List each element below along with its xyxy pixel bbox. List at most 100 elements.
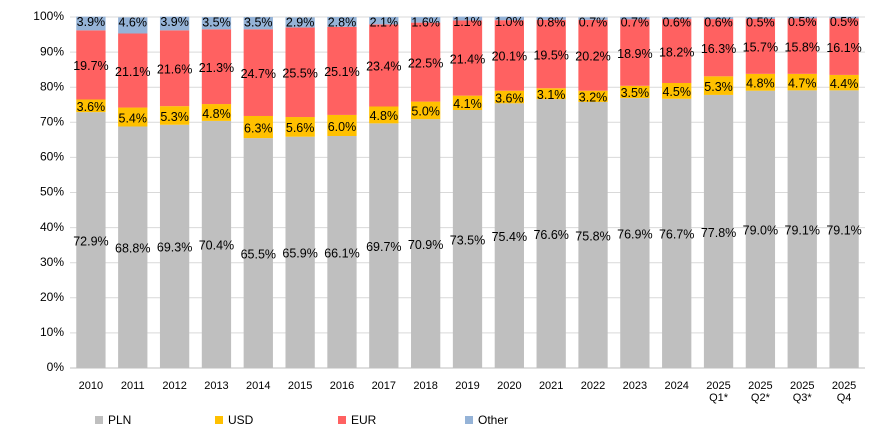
legend-swatch: [215, 416, 223, 424]
bar-segment: [201, 104, 232, 121]
legend-label: PLN: [108, 413, 131, 427]
x-tick-label: 2017: [372, 380, 396, 392]
data-label: 66.1%: [324, 246, 359, 260]
data-label: 20.2%: [575, 50, 610, 64]
data-label: 15.8%: [785, 40, 820, 54]
bar-segment: [829, 90, 859, 368]
x-tick-label: 2010: [79, 380, 103, 392]
data-label: 0.5%: [788, 15, 817, 29]
data-label: 22.5%: [408, 56, 443, 70]
data-label: 16.3%: [701, 42, 736, 56]
bar-segment: [369, 123, 399, 368]
legend-swatch: [465, 416, 473, 424]
data-label: 0.6%: [704, 15, 733, 29]
legend-swatch: [95, 416, 103, 424]
bar-segment: [494, 90, 524, 104]
x-tick-label: 2021: [539, 380, 563, 392]
bar-segment: [452, 16, 483, 21]
data-label: 4.7%: [788, 76, 817, 90]
y-tick-label: 40%: [40, 220, 64, 234]
data-label: 70.4%: [199, 239, 234, 253]
data-label: 18.9%: [617, 47, 652, 61]
bar-segment: [662, 17, 692, 20]
data-label: 5.4%: [119, 111, 148, 125]
bar-segment: [285, 27, 315, 118]
bar-segment: [118, 107, 148, 127]
data-label: 4.4%: [830, 77, 859, 91]
bar-segment: [536, 17, 566, 20]
data-label: 75.4%: [492, 230, 527, 244]
bar-segment: [327, 114, 357, 136]
data-label: 65.5%: [241, 247, 276, 261]
data-label: 79.1%: [785, 223, 820, 237]
bar-segment: [703, 94, 734, 368]
bar-segment: [703, 76, 734, 95]
data-label: 5.0%: [411, 105, 440, 119]
bar-segment: [285, 117, 315, 137]
bar-segment: [159, 30, 190, 107]
bar-segment: [452, 95, 483, 111]
bar-segment: [452, 110, 483, 368]
bar-segment: [285, 17, 315, 28]
data-label: 15.7%: [743, 41, 778, 55]
bar-segment: [662, 82, 692, 99]
data-label: 3.2%: [579, 91, 608, 105]
data-label: 4.8%: [746, 77, 775, 91]
bar-segment: [494, 103, 524, 368]
data-label: 70.9%: [408, 238, 443, 252]
x-tick-label: 2011: [121, 380, 145, 392]
bar-segment: [369, 17, 399, 25]
bar-segment: [118, 17, 148, 34]
x-tick-label: 2025 Q3*: [790, 380, 814, 404]
bar-segment: [745, 73, 776, 91]
data-label: 25.5%: [282, 67, 317, 81]
bar-segment: [243, 29, 273, 116]
bar-segment: [787, 16, 817, 19]
data-label: 21.1%: [115, 65, 150, 79]
y-tick-label: 10%: [40, 325, 64, 339]
data-label: 1.6%: [411, 15, 440, 29]
data-label: 2.1%: [370, 15, 399, 29]
data-label: 19.7%: [73, 59, 108, 73]
data-label: 4.8%: [370, 109, 399, 123]
data-label: 18.2%: [659, 45, 694, 59]
bar-segment: [76, 16, 106, 31]
data-label: 5.6%: [286, 121, 315, 135]
data-label: 3.5%: [202, 15, 231, 29]
data-label: 3.5%: [244, 15, 273, 29]
bar-segment: [76, 30, 106, 100]
bar-segment: [829, 18, 859, 75]
bar-segment: [578, 101, 608, 368]
x-tick-label: 2016: [330, 380, 354, 392]
bar-segment: [662, 98, 692, 369]
bar-segment: [243, 115, 273, 139]
bar-segment: [411, 101, 441, 120]
x-tick-label: 2022: [581, 380, 605, 392]
x-tick-label: 2025 Q2*: [748, 380, 772, 404]
bar-segment: [787, 73, 817, 91]
bar-segment: [159, 16, 190, 31]
data-label: 1.0%: [495, 15, 524, 29]
data-label: 0.5%: [746, 15, 775, 29]
data-label: 3.9%: [160, 15, 189, 29]
data-label: 4.6%: [119, 16, 148, 30]
y-tick-label: 60%: [40, 150, 64, 164]
data-label: 24.7%: [241, 67, 276, 81]
data-label: 6.0%: [328, 120, 357, 134]
data-label: 69.7%: [366, 240, 401, 254]
x-tick-label: 2012: [162, 380, 186, 392]
data-label: 0.5%: [830, 15, 859, 29]
data-label: 0.7%: [579, 16, 608, 30]
bar-segment: [452, 20, 483, 96]
x-tick-label: 2020: [497, 380, 521, 392]
bar-segment: [76, 99, 106, 113]
data-label: 3.9%: [77, 15, 106, 29]
x-tick-label: 2018: [413, 380, 437, 392]
bar-segment: [201, 29, 232, 105]
bar-segment: [201, 17, 232, 30]
data-label: 6.3%: [244, 121, 273, 135]
legend-label: USD: [228, 413, 254, 427]
legend-swatch: [338, 416, 346, 424]
bar-segment: [578, 17, 608, 20]
